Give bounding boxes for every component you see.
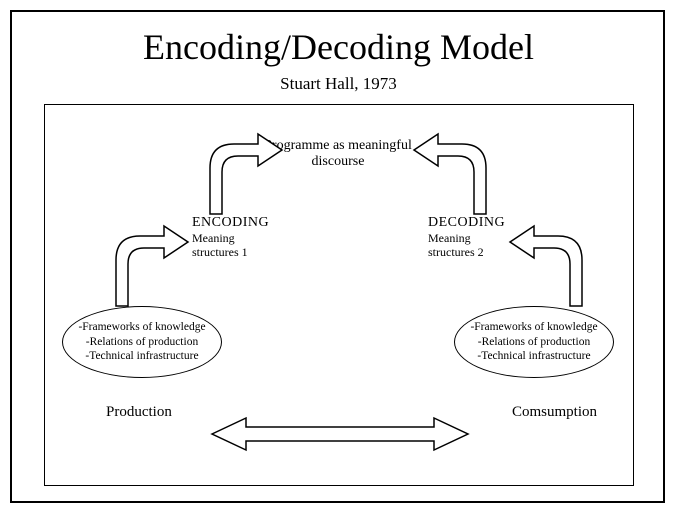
left-ellipse-l3: -Technical infrastructure xyxy=(85,350,198,362)
decoding-block: DECODING Meaning structures 2 xyxy=(428,215,505,260)
decoding-sub2: structures 2 xyxy=(428,245,505,259)
programme-line2: discourse xyxy=(312,154,365,169)
production-label: Production xyxy=(106,404,172,421)
consumption-label: Comsumption xyxy=(512,404,597,421)
right-ellipse-l2: -Relations of production xyxy=(478,336,590,348)
decoding-sub1: Meaning xyxy=(428,231,505,245)
arrow-programme-to-decoding-icon xyxy=(402,130,492,220)
arrow-production-to-encoding-icon xyxy=(110,222,200,312)
diagram-title: Encoding/Decoding Model xyxy=(0,26,677,68)
double-arrow-icon xyxy=(210,414,470,454)
encoding-sub1: Meaning xyxy=(192,231,269,245)
diagram-subtitle: Stuart Hall, 1973 xyxy=(0,74,677,94)
production-ellipse: -Frameworks of knowledge -Relations of p… xyxy=(62,306,222,378)
arrow-encoding-to-programme-icon xyxy=(204,130,294,220)
right-ellipse-l3: -Technical infrastructure xyxy=(477,350,590,362)
consumption-ellipse: -Frameworks of knowledge -Relations of p… xyxy=(454,306,614,378)
left-ellipse-l2: -Relations of production xyxy=(86,336,198,348)
left-ellipse-l1: -Frameworks of knowledge xyxy=(78,321,205,333)
encoding-sub2: structures 1 xyxy=(192,245,269,259)
right-ellipse-l1: -Frameworks of knowledge xyxy=(470,321,597,333)
arrow-decoding-to-consumption-icon xyxy=(498,222,588,312)
encoding-block: ENCODING Meaning structures 1 xyxy=(192,215,269,260)
